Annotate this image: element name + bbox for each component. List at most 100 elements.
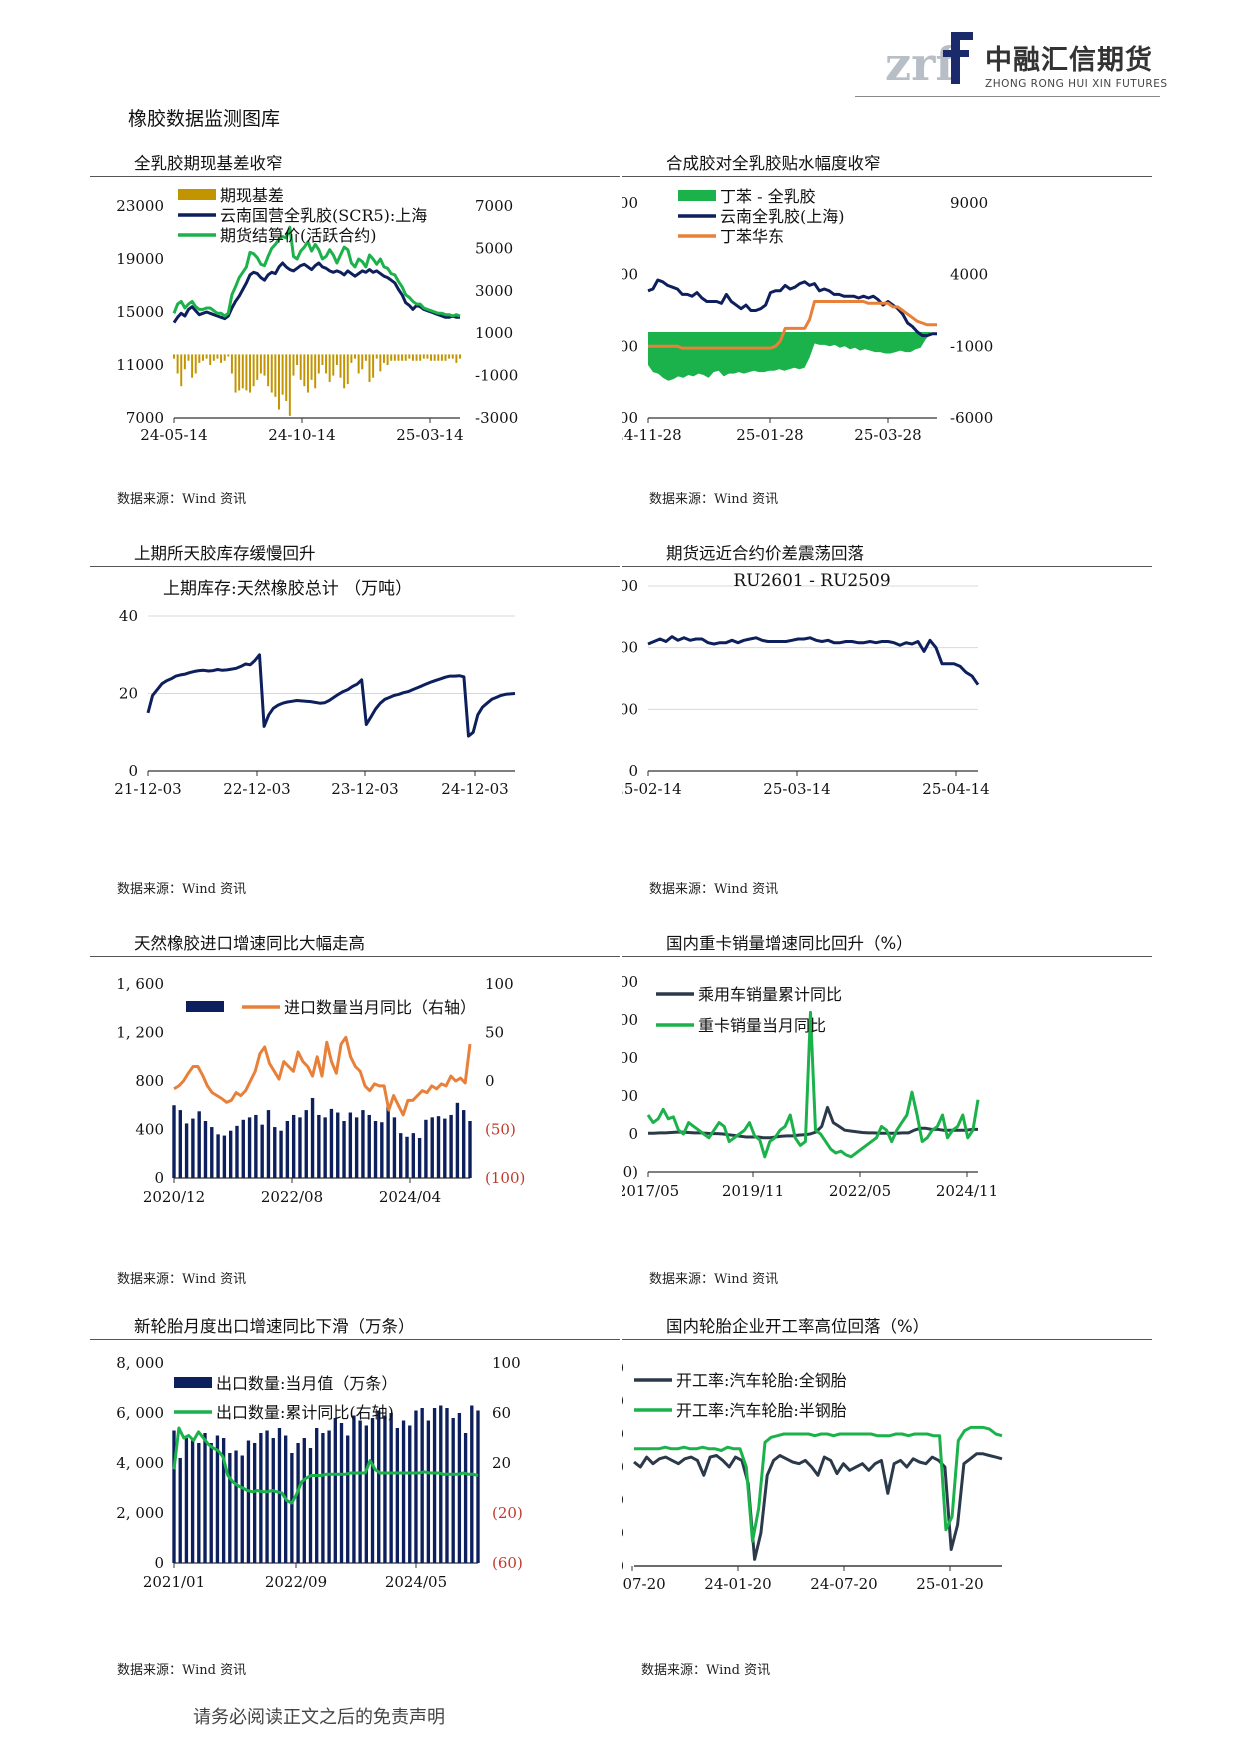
line-series [634,1425,1003,1543]
bar [395,1428,400,1563]
bar [212,354,215,361]
y-tick-label: 7000 [126,409,164,427]
panel-rule [622,1339,1152,1341]
bar [285,1121,290,1178]
bar [420,1408,424,1563]
y-tick-label: 1, 600 [116,975,164,993]
bar [252,354,255,387]
bar [389,1413,393,1563]
bar [183,354,186,370]
bar [448,354,451,359]
bar [240,1455,244,1563]
source-note: 数据来源：Wind 资讯 [117,1272,247,1287]
legend-label: 进口数量当月同比（右轴） [284,998,476,1017]
x-tick-label: 25-01-20 [916,1575,983,1593]
bar [354,354,356,359]
y2-tick-label: -6000 [950,409,993,427]
chart-title: 上期库存:天然橡胶总计 （万吨） [163,579,412,599]
bar [265,1430,269,1563]
y-tick-label: 1500 [622,577,638,595]
bar [273,1127,277,1178]
bar [367,1114,371,1178]
y-tick-label: 0 [622,1557,624,1575]
y2-tick-label: 60 [492,1404,511,1422]
bar [386,1106,390,1178]
x-tick-label: 25-02-14 [622,780,682,798]
bar [368,354,371,382]
bar [392,1117,397,1178]
y-tick-label: 15000 [116,303,164,321]
line-series [648,300,937,350]
bar [451,354,454,359]
x-tick-label: 21-12-03 [114,780,181,798]
panel-rule [622,566,1152,568]
bar [234,1450,238,1563]
bar [463,1433,468,1563]
y2-tick-label: 100 [492,1354,521,1372]
bar [373,1121,378,1178]
chart-c1: 23000 19000 15000 11000 7000 7000 5000 3000 1000… [116,186,518,444]
x-tick-label: 24-12-03 [441,780,508,798]
legend-swatch [178,189,216,200]
y-tick-label: 120 [622,1359,624,1377]
bar [333,1418,337,1563]
bar [252,1443,257,1563]
bar [210,1127,214,1178]
bar [317,354,320,374]
bar [328,354,331,382]
x-tick-label: 23-12-03 [331,780,398,798]
panel-title: 天然橡胶进口增速同比大幅走高 [134,934,365,953]
legend-label: 云南全乳胶(上海) [720,207,845,226]
bar [405,1136,409,1178]
bar [358,1420,362,1563]
y-tick-label: 19000 [116,250,164,268]
x-tick-label: 23-07-20 [622,1575,666,1593]
bar [178,1110,182,1178]
y-tick-label: 20 [622,1524,624,1542]
bar [430,1117,434,1178]
bar [187,354,190,361]
x-tick-label: 2024/04 [379,1188,441,1206]
bar [304,1110,308,1178]
x-tick-label: 24-11-28 [622,426,682,444]
bar [278,354,280,410]
bar [408,354,411,359]
bar [285,354,288,402]
chart-c2: 22000 18000 14000 10000 9000 4000 -1000 -6000 24… [622,187,993,444]
x-tick-label: 24-05-14 [140,426,207,444]
y2-tick-label: 20 [492,1454,511,1472]
bar [180,354,183,387]
panel-rule [90,1339,620,1341]
panel-c6: 国内重卡销量增速同比回升（%） 400 300 200 100 0 (100)2017/0… [622,930,1152,1290]
y2-tick-label: 7000 [475,197,513,215]
bar [364,354,367,361]
source-note: 数据来源：Wind 资讯 [641,1663,771,1678]
y-tick-label: 0 [154,1554,164,1572]
panel-title: 国内重卡销量增速同比回升（%） [666,934,913,953]
legend-label: 开工率:汽车轮胎:半钢胎 [676,1401,847,1420]
y2-tick-label: (50) [485,1121,516,1139]
legend-swatch [678,190,716,201]
bar [426,354,429,359]
y-tick-label: 40 [119,607,138,625]
y-tick-label: 800 [135,1072,164,1090]
bar [259,354,262,374]
y-tick-label: 200 [622,1049,638,1067]
y-tick-label: 1, 200 [116,1024,164,1042]
bar [197,1111,201,1178]
panel-c4: 期货远近合约价差震荡回落 1500 1000 500 025-02-14 25-03-1… [622,540,1152,900]
bar [414,1410,418,1563]
bar [216,1134,220,1178]
bar [256,354,259,380]
bar [190,1440,195,1563]
panel-rule [90,176,620,178]
y2-tick-label: 3000 [475,282,513,300]
bar [198,354,201,363]
y-tick-label: 1000 [622,639,638,657]
bar [476,1410,480,1563]
bar [306,354,309,393]
legend-label: 出口数量:累计同比(右轴) [216,1403,394,1422]
y2-tick-label: 100 [485,975,514,993]
bar [455,354,458,363]
y-tick-label: 80 [622,1425,624,1443]
